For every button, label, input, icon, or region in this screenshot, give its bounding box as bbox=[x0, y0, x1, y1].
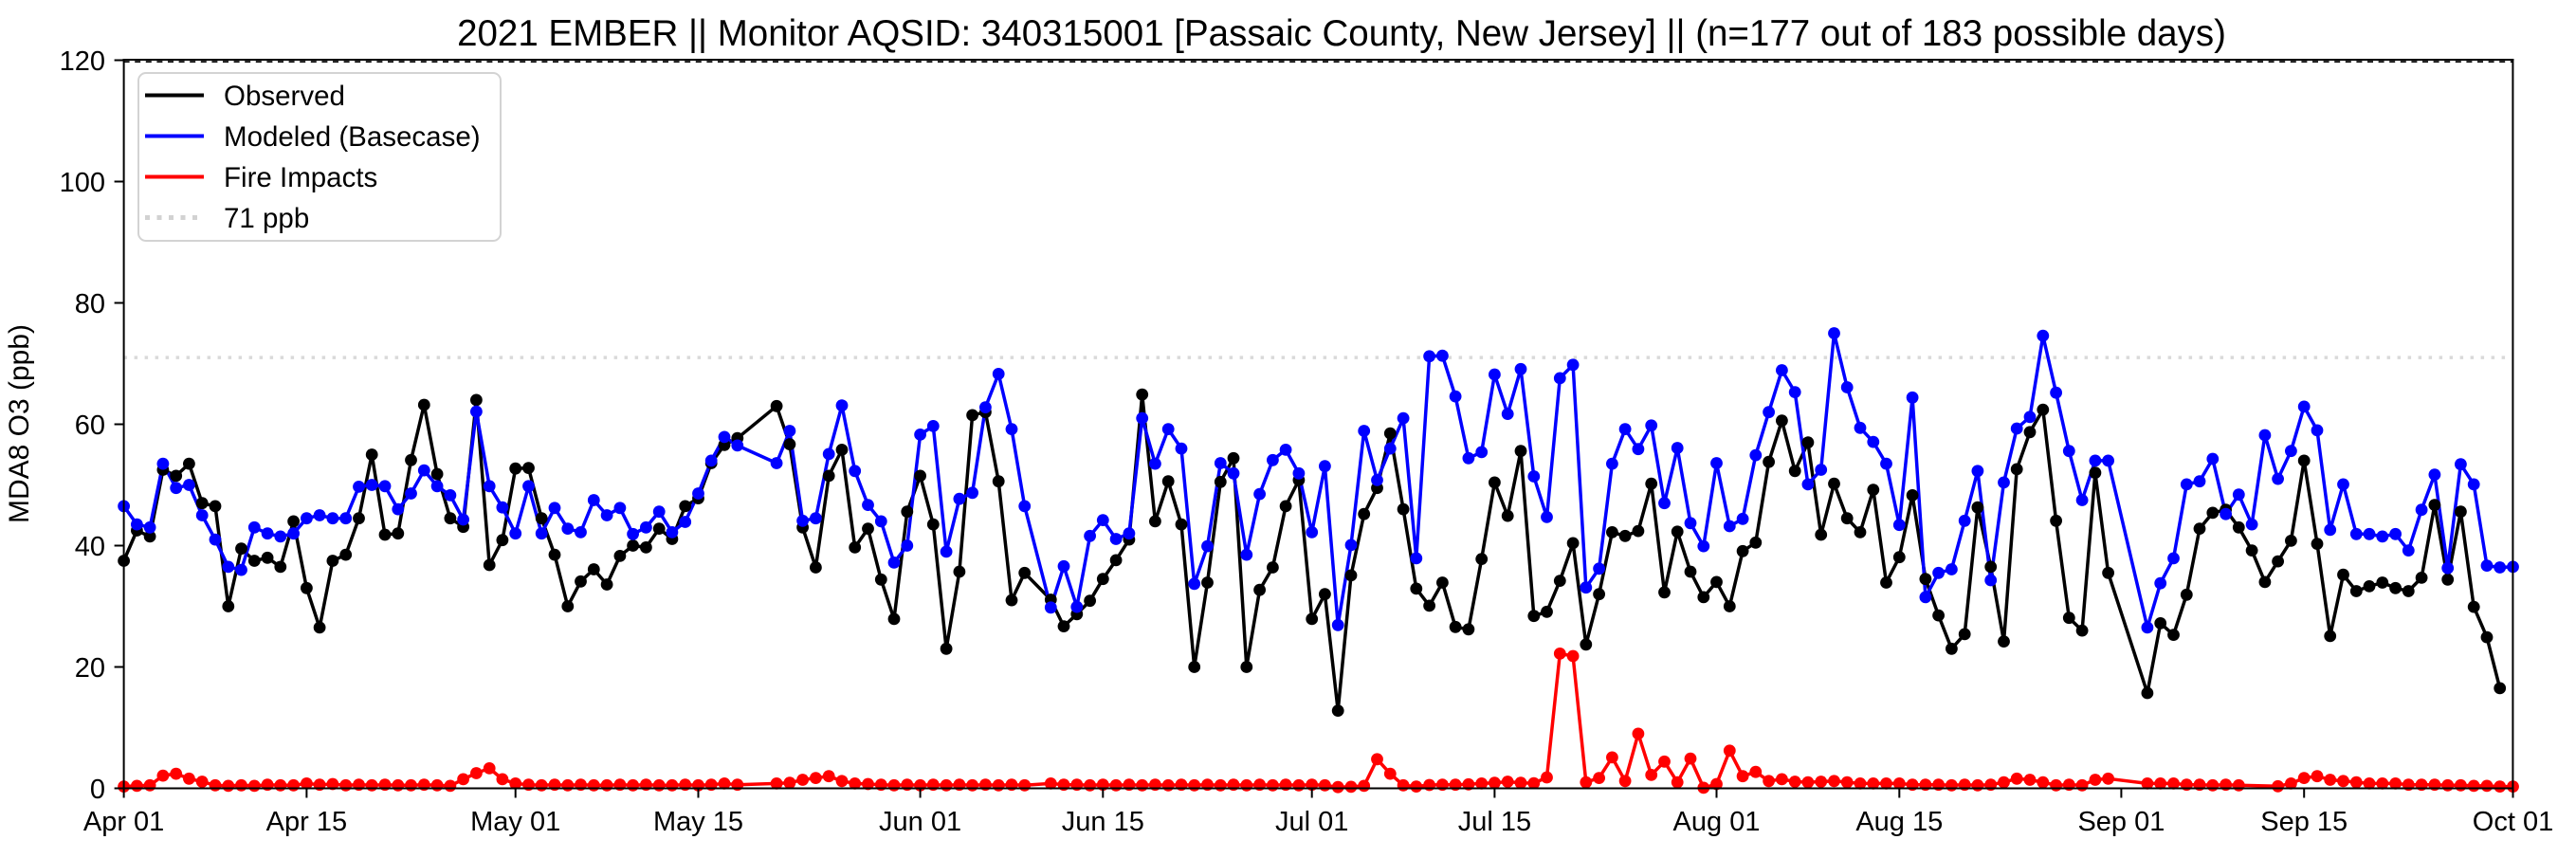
svg-text:Jul 15: Jul 15 bbox=[1458, 807, 1531, 837]
svg-text:MDA8 O3 (ppb): MDA8 O3 (ppb) bbox=[4, 324, 35, 523]
svg-text:Observed: Observed bbox=[224, 81, 345, 112]
svg-text:60: 60 bbox=[75, 411, 105, 441]
svg-text:Jul 01: Jul 01 bbox=[1275, 807, 1348, 837]
svg-text:May 15: May 15 bbox=[653, 807, 743, 837]
svg-text:0: 0 bbox=[90, 775, 105, 805]
svg-text:Aug 01: Aug 01 bbox=[1673, 807, 1761, 837]
svg-text:Oct 01: Oct 01 bbox=[2473, 807, 2553, 837]
svg-text:Fire Impacts: Fire Impacts bbox=[224, 162, 377, 193]
svg-text:20: 20 bbox=[75, 653, 105, 684]
svg-text:Jun 15: Jun 15 bbox=[1062, 807, 1144, 837]
svg-text:71 ppb: 71 ppb bbox=[224, 203, 309, 234]
svg-text:Aug 15: Aug 15 bbox=[1855, 807, 1943, 837]
svg-text:Apr 01: Apr 01 bbox=[83, 807, 164, 837]
svg-text:Jun 01: Jun 01 bbox=[879, 807, 961, 837]
svg-text:40: 40 bbox=[75, 532, 105, 562]
svg-text:120: 120 bbox=[60, 46, 105, 77]
svg-text:Sep 01: Sep 01 bbox=[2077, 807, 2165, 837]
svg-text:Apr 15: Apr 15 bbox=[266, 807, 347, 837]
svg-text:Modeled (Basecase): Modeled (Basecase) bbox=[224, 121, 481, 153]
svg-text:May 01: May 01 bbox=[470, 807, 560, 837]
svg-text:2021 EMBER || Monitor AQSID: 3: 2021 EMBER || Monitor AQSID: 340315001 [… bbox=[457, 13, 2226, 54]
svg-text:100: 100 bbox=[60, 168, 105, 198]
svg-text:80: 80 bbox=[75, 289, 105, 319]
svg-text:Sep 15: Sep 15 bbox=[2260, 807, 2348, 837]
